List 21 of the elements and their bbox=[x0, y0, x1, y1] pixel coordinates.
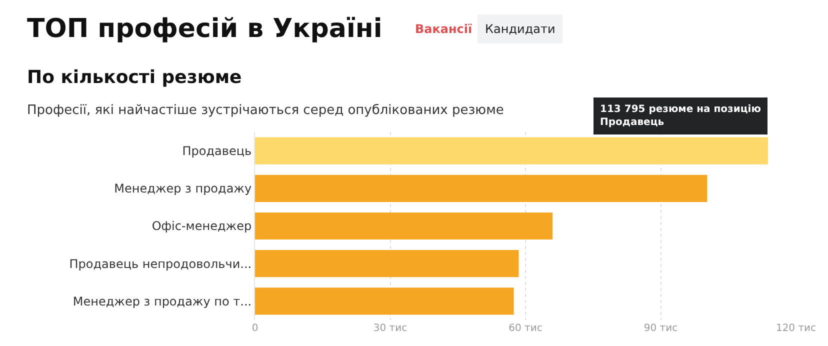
x-tick-label: 0 bbox=[252, 323, 258, 334]
x-tick-label: 90 тис bbox=[644, 323, 678, 334]
y-tick-label: Менеджер з продажу по т... bbox=[72, 294, 252, 308]
chart-title: ТОП професій в Україні bbox=[27, 14, 382, 44]
y-tick-label: Продавець непродовольчи... bbox=[69, 256, 252, 271]
y-tick-label: Офіс-менеджер bbox=[152, 219, 252, 234]
bar bbox=[255, 212, 553, 240]
x-tick-label: 120 тис bbox=[776, 323, 816, 334]
bar bbox=[255, 137, 768, 164]
annotation: 113 795 резюме на позицію Продавець bbox=[600, 104, 762, 128]
chart-subtitle: По кількості резюме bbox=[27, 67, 242, 88]
text: Вакансії bbox=[415, 22, 472, 36]
y-tick-label: Продавець bbox=[182, 144, 252, 158]
y-tick-label: Менеджер з продажу bbox=[114, 182, 252, 196]
bar bbox=[255, 174, 708, 202]
bar bbox=[255, 288, 514, 315]
text: Професії, які найчастіше зустрічаються серед опублікованих резюме bbox=[27, 103, 504, 118]
text: Кандидати bbox=[485, 22, 556, 36]
bar bbox=[255, 250, 519, 278]
x-tick-label: 30 тис bbox=[373, 323, 408, 334]
x-tick-label: 60 тис bbox=[508, 323, 542, 334]
